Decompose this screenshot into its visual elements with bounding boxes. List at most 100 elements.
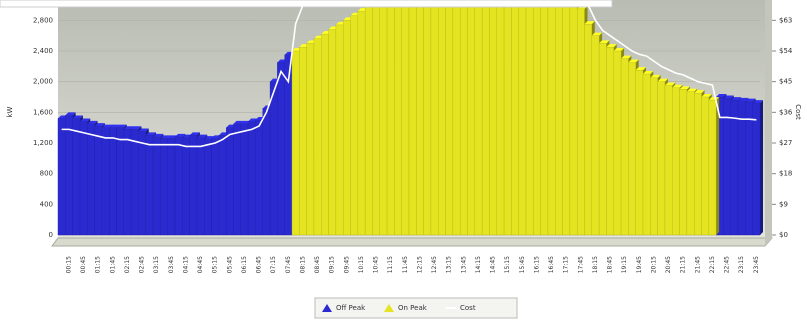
x-tick-label: 15:45 <box>519 256 526 273</box>
bar <box>745 101 753 236</box>
bar <box>481 4 490 236</box>
bar <box>350 15 359 236</box>
bar-top <box>694 90 705 94</box>
right-wall <box>765 0 772 246</box>
bar-side <box>716 97 720 235</box>
x-tick-label: 02:15 <box>124 256 131 273</box>
bar <box>430 4 439 236</box>
bar-top <box>65 112 76 116</box>
bar-top <box>635 67 646 71</box>
bar-top <box>628 59 639 63</box>
bar-top <box>87 120 98 124</box>
bar <box>372 4 380 236</box>
bar <box>364 6 373 236</box>
bar <box>94 125 103 236</box>
bar-top <box>79 118 91 122</box>
bar <box>255 119 263 236</box>
bar-top <box>591 32 603 36</box>
bar <box>452 4 461 236</box>
bar-top <box>643 71 654 74</box>
bar <box>108 127 117 236</box>
y-tick-label: 400 <box>40 200 53 208</box>
x-tick-label: 13:45 <box>460 256 467 273</box>
x-tick-label: 05:15 <box>212 256 219 273</box>
bar-top <box>672 84 683 88</box>
x-tick-label: 22:15 <box>709 256 716 273</box>
bar-top <box>175 133 186 137</box>
bar-top <box>101 124 113 128</box>
bar <box>57 118 66 236</box>
bar <box>737 100 746 236</box>
bar <box>752 102 761 236</box>
x-tick-label: 04:45 <box>197 256 204 273</box>
x-tick-label: 03:15 <box>153 256 160 273</box>
bar <box>130 128 139 236</box>
bar <box>189 135 198 236</box>
bar <box>123 128 132 236</box>
bar <box>569 4 578 236</box>
bar-top <box>664 82 676 86</box>
y-tick-label: 2,800 <box>33 16 53 24</box>
bar <box>708 99 717 236</box>
bar-top <box>657 78 668 82</box>
legend-swatch <box>322 304 332 312</box>
bar <box>79 121 88 236</box>
bar <box>672 87 680 236</box>
x-tick-label: 20:15 <box>650 256 657 273</box>
y2-tick-label: $9 <box>779 200 788 208</box>
bar <box>101 127 110 236</box>
bar-top <box>584 21 595 25</box>
x-tick-label: 12:15 <box>416 256 423 273</box>
bar <box>730 99 739 236</box>
bar-top <box>145 132 157 136</box>
bar <box>152 136 161 236</box>
y-tick-label: 1,600 <box>33 108 53 116</box>
bar-top <box>131 126 142 130</box>
y2-tick-label: $45 <box>779 78 792 86</box>
y-tick-label: 1,200 <box>33 139 53 147</box>
bar <box>313 38 322 236</box>
x-tick-label: 06:15 <box>241 256 248 273</box>
x-tick-label: 06:45 <box>256 256 263 273</box>
x-tick-label: 01:45 <box>109 256 116 273</box>
bar-top <box>752 100 763 104</box>
x-tick-label: 11:15 <box>387 256 394 273</box>
bar <box>299 46 307 236</box>
x-tick-label: 21:15 <box>680 256 687 273</box>
x-tick-label: 12:45 <box>431 256 438 273</box>
bar-top <box>686 88 698 92</box>
bar <box>423 4 432 236</box>
bar <box>87 123 95 236</box>
x-tick-label: 09:15 <box>329 256 336 273</box>
x-tick-label: 08:45 <box>314 256 321 273</box>
bar-top <box>160 135 171 139</box>
x-tick-label: 04:15 <box>182 256 189 273</box>
bar <box>218 135 227 236</box>
y-tick-label: 0 <box>49 231 53 239</box>
bar <box>686 91 695 236</box>
bar <box>335 24 344 236</box>
bar-top <box>701 94 712 97</box>
x-tick-label: 07:15 <box>270 256 277 273</box>
y2-tick-label: $18 <box>779 170 792 178</box>
x-tick-label: 17:15 <box>563 256 570 273</box>
bar <box>657 81 666 236</box>
x-tick-label: 13:15 <box>446 256 453 273</box>
x-tick-label: 02:45 <box>139 256 146 273</box>
bar <box>204 138 212 236</box>
bar-top <box>123 126 135 130</box>
bar <box>65 115 73 236</box>
bar-top <box>116 124 127 128</box>
bar-top <box>189 132 200 136</box>
x-tick-label: 11:45 <box>402 256 409 273</box>
bar <box>225 127 234 236</box>
bar <box>533 4 541 236</box>
bar <box>591 35 600 236</box>
bar <box>525 4 534 236</box>
bar <box>342 20 351 236</box>
bar <box>394 4 402 236</box>
bar <box>247 121 256 236</box>
bar <box>445 4 454 236</box>
bar-top <box>599 40 610 44</box>
x-tick-label: 08:15 <box>299 256 306 273</box>
